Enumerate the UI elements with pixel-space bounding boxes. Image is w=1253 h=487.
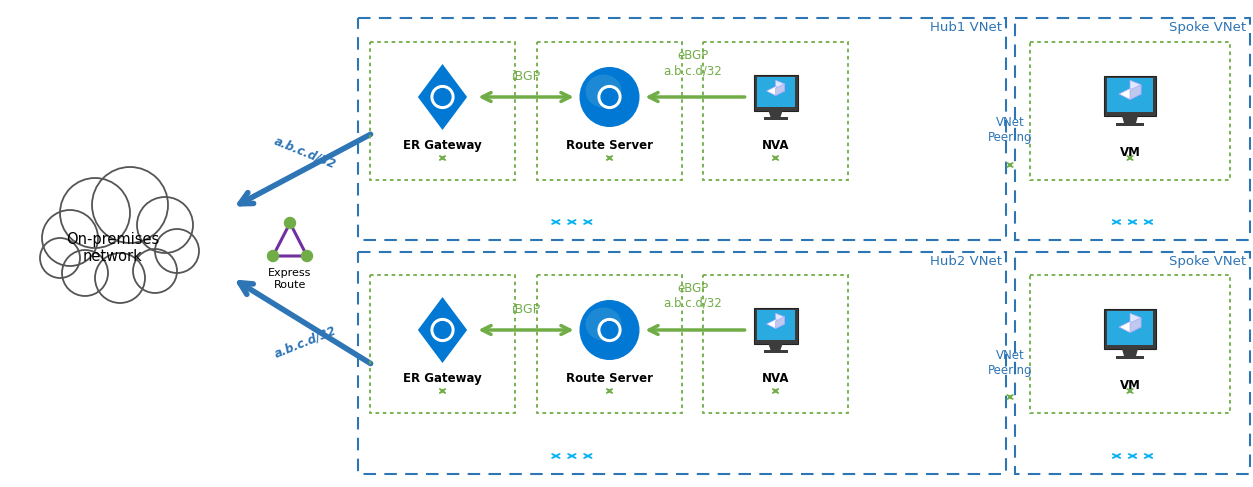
Text: Hub1 VNet: Hub1 VNet	[930, 21, 1002, 34]
Text: Spoke VNet: Spoke VNet	[1169, 255, 1245, 268]
Text: a.b.c.d/32: a.b.c.d/32	[272, 324, 338, 360]
Bar	[1116, 123, 1144, 126]
Polygon shape	[1121, 349, 1138, 356]
Text: VM: VM	[1120, 379, 1140, 392]
Polygon shape	[1130, 85, 1141, 99]
Text: Spoke VNet: Spoke VNet	[1169, 21, 1245, 34]
Circle shape	[284, 218, 296, 228]
Polygon shape	[1130, 318, 1141, 333]
Bar	[1116, 356, 1144, 359]
Text: a.b.c.d/32: a.b.c.d/32	[272, 135, 338, 171]
Polygon shape	[776, 80, 784, 91]
Bar	[703, 42, 848, 180]
Text: ER Gateway: ER Gateway	[403, 372, 482, 385]
Text: eBGP
a.b.c.d/32: eBGP a.b.c.d/32	[663, 282, 722, 310]
Bar	[538, 275, 682, 413]
Bar	[1104, 76, 1157, 116]
Ellipse shape	[585, 307, 621, 340]
Bar	[1104, 309, 1157, 349]
Text: NVA: NVA	[762, 139, 789, 152]
Circle shape	[61, 250, 108, 296]
Ellipse shape	[51, 248, 179, 278]
Circle shape	[431, 86, 454, 109]
Bar	[538, 42, 682, 180]
Circle shape	[431, 318, 454, 341]
Circle shape	[601, 89, 618, 105]
Bar	[1106, 78, 1153, 112]
Text: iBGP: iBGP	[511, 70, 540, 83]
Text: iBGP: iBGP	[511, 303, 540, 316]
Text: Express
Route: Express Route	[268, 268, 312, 290]
Ellipse shape	[579, 67, 639, 127]
Polygon shape	[273, 223, 307, 256]
Circle shape	[60, 178, 130, 248]
Polygon shape	[767, 319, 784, 329]
Circle shape	[598, 318, 621, 341]
Circle shape	[601, 321, 618, 338]
Text: Route Server: Route Server	[566, 139, 653, 152]
Polygon shape	[1119, 321, 1141, 333]
Bar	[1030, 42, 1230, 180]
Bar	[757, 310, 794, 340]
Bar	[763, 350, 787, 353]
Polygon shape	[768, 111, 783, 117]
Bar	[1106, 311, 1153, 345]
Text: VNet
Peering: VNet Peering	[987, 116, 1032, 144]
Polygon shape	[776, 317, 784, 329]
Polygon shape	[1121, 116, 1138, 123]
Polygon shape	[776, 313, 784, 324]
Circle shape	[302, 250, 312, 262]
Circle shape	[434, 89, 451, 105]
Polygon shape	[1119, 89, 1141, 99]
Bar	[358, 252, 1006, 474]
Bar	[43, 233, 178, 278]
Circle shape	[434, 321, 451, 338]
Circle shape	[137, 197, 193, 253]
Text: eBGP
a.b.c.d/32: eBGP a.b.c.d/32	[663, 49, 722, 77]
Polygon shape	[419, 64, 467, 130]
Bar	[370, 42, 515, 180]
Circle shape	[95, 253, 145, 303]
Polygon shape	[776, 84, 784, 95]
Circle shape	[133, 249, 177, 293]
Bar	[1015, 252, 1250, 474]
Text: VM: VM	[1120, 146, 1140, 159]
Bar	[757, 77, 794, 107]
Bar	[1030, 275, 1230, 413]
Bar	[753, 75, 797, 111]
Text: Hub2 VNet: Hub2 VNet	[930, 255, 1002, 268]
Bar	[358, 18, 1006, 240]
Bar	[703, 275, 848, 413]
Text: On-premises
network: On-premises network	[66, 232, 159, 264]
Text: NVA: NVA	[762, 372, 789, 385]
Circle shape	[91, 167, 168, 243]
Polygon shape	[1130, 313, 1141, 327]
Polygon shape	[1130, 80, 1141, 94]
Bar	[753, 308, 797, 344]
Bar	[1015, 18, 1250, 240]
Bar	[370, 275, 515, 413]
Circle shape	[267, 250, 278, 262]
Polygon shape	[768, 344, 783, 350]
Circle shape	[155, 229, 199, 273]
Polygon shape	[767, 87, 784, 95]
Text: Route Server: Route Server	[566, 372, 653, 385]
Circle shape	[40, 238, 80, 278]
Bar	[763, 117, 787, 120]
Polygon shape	[419, 297, 467, 363]
Circle shape	[598, 86, 621, 109]
Text: VNet
Peering: VNet Peering	[987, 349, 1032, 377]
Ellipse shape	[585, 75, 621, 108]
Circle shape	[43, 210, 98, 266]
Ellipse shape	[579, 300, 639, 360]
Text: ER Gateway: ER Gateway	[403, 139, 482, 152]
